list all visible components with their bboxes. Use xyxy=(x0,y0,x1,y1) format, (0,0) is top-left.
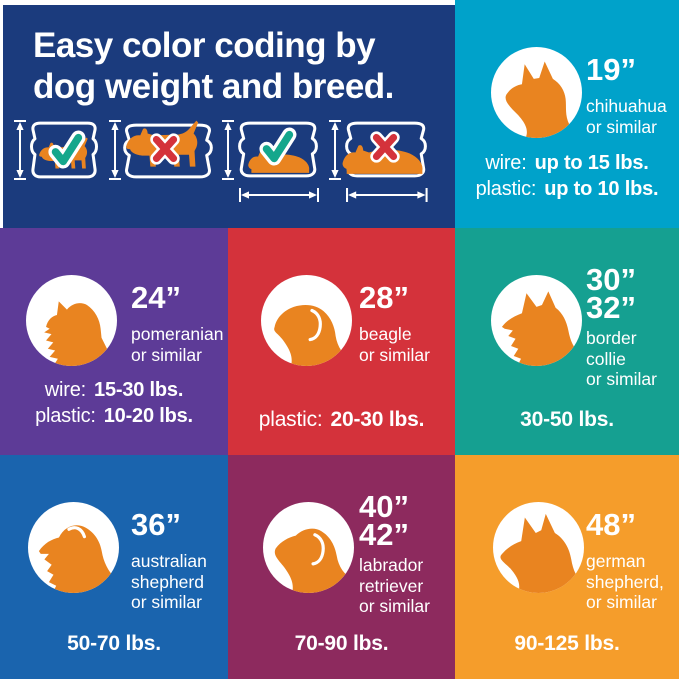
breed-label: beagle or similar xyxy=(359,324,430,365)
weight-range: 90-125 lbs. xyxy=(455,630,679,657)
dog-circle xyxy=(28,502,119,593)
weight-row: plastic: up to 10 lbs. xyxy=(475,178,659,200)
weight-range: 30-50 lbs. xyxy=(455,406,679,433)
panel-border-collie: 30” 32” border collie or similar 30-50 l… xyxy=(455,228,679,455)
crate-size: 40” 42” xyxy=(359,489,409,552)
vertical-measure-icon xyxy=(328,120,342,180)
weight-row: plastic: 20-30 lbs. xyxy=(258,407,425,431)
crate-size: 30” 32” xyxy=(586,262,636,325)
x-icon xyxy=(376,138,393,157)
beagle-icon xyxy=(274,304,352,366)
horizontal-measure-icon xyxy=(345,186,428,204)
title-line-1: Easy color coding by xyxy=(33,26,376,65)
vertical-measure-icon xyxy=(221,120,235,180)
dog-circle xyxy=(493,502,584,593)
vertical-measure-icon xyxy=(13,120,27,180)
weight-row: 50-70 lbs. xyxy=(67,631,161,655)
x-icon xyxy=(156,140,173,159)
title-line-2: dog weight and breed. xyxy=(33,66,394,106)
breed-label: border collie or similar xyxy=(586,328,657,390)
weight-range: 50-70 lbs. xyxy=(0,630,228,657)
weight-row: 90-125 lbs. xyxy=(514,631,620,655)
weight-range: plastic: 20-30 lbs. xyxy=(228,406,455,433)
crate-fit-standing-icon xyxy=(13,120,98,180)
german-shepherd-icon xyxy=(500,513,584,593)
panel-labrador-retriever: 40” 42” labrador retriever or similar 70… xyxy=(228,455,455,679)
crate-size: 28” xyxy=(359,280,409,315)
breed-label: australian shepherd or similar xyxy=(131,551,207,613)
weight-row: wire: up to 15 lbs. xyxy=(485,152,649,174)
breed-label: pomeranian or similar xyxy=(131,324,224,365)
panel-chihuahua: 19” chihuahua or similar wire: up to 15 l… xyxy=(455,0,679,228)
weight-range: wire: 15-30 lbs. plastic: 10-20 lbs. xyxy=(0,377,228,429)
dog-circle xyxy=(263,502,354,593)
crate-size: 24” xyxy=(131,280,181,315)
crate-toobig-standing-icon xyxy=(108,120,213,180)
dog-circle xyxy=(26,275,117,366)
breed-label: german shepherd, or similar xyxy=(586,551,664,613)
weight-range: 70-90 lbs. xyxy=(228,630,455,657)
labrador-retriever-icon xyxy=(274,528,354,593)
dog-circle xyxy=(261,275,352,366)
crate-size: 19” xyxy=(586,52,636,87)
chihuahua-icon xyxy=(505,61,575,138)
panel-german-shepherd: 48” german shepherd, or similar 90-125 l… xyxy=(455,455,679,679)
crate-size: 36” xyxy=(131,507,181,542)
crate-fit-lying-icon xyxy=(221,120,319,203)
weight-row: wire: 15-30 lbs. xyxy=(44,379,184,401)
weight-row: plastic: 10-20 lbs. xyxy=(35,405,193,427)
page-title: Easy color coding by dog weight and bree… xyxy=(33,26,394,108)
weight-range: wire: up to 15 lbs. plastic: up to 10 lbs. xyxy=(455,150,679,202)
weight-row: 30-50 lbs. xyxy=(520,407,614,431)
breed-label: chihuahua or similar xyxy=(586,96,667,137)
crate-toolong-lying-icon xyxy=(328,120,428,204)
border-collie-icon xyxy=(501,291,582,366)
crate-size: 48” xyxy=(586,507,636,542)
vertical-measure-icon xyxy=(108,120,122,180)
panel-pomeranian: 24” pomeranian or similar wire: 15-30 lbs… xyxy=(0,228,228,455)
dog-circle xyxy=(491,47,582,138)
header-panel: Easy color coding by dog weight and bree… xyxy=(0,0,455,228)
panel-beagle: 28” beagle or similar plastic: 20-30 lbs. xyxy=(228,228,455,455)
breed-label: labrador retriever or similar xyxy=(359,555,430,617)
dog-circle xyxy=(491,275,582,366)
pomeranian-icon xyxy=(44,301,115,366)
crate-legend xyxy=(10,116,433,212)
weight-row: 70-90 lbs. xyxy=(294,631,389,655)
horizontal-measure-icon xyxy=(239,187,319,203)
australian-shepherd-icon xyxy=(38,525,119,593)
panel-australian-shepherd: 36” australian shepherd or similar 50-70… xyxy=(0,455,228,679)
